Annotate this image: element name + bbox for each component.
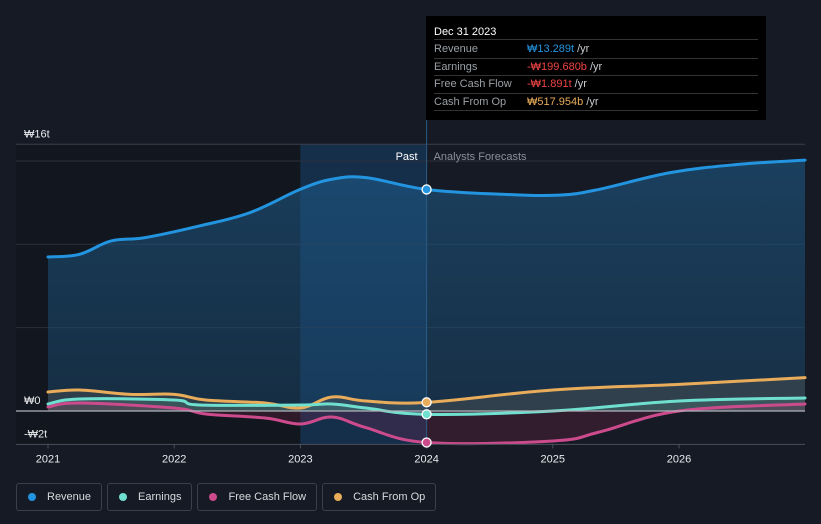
tooltip-label: Free Cash Flow: [434, 78, 512, 90]
tooltip-row-cash-from-op: Cash From Op ₩517.954b /yr: [434, 94, 758, 111]
tooltip-value: -₩1.891t: [527, 78, 572, 90]
markers: [421, 184, 432, 448]
x-tick-label: 2026: [667, 453, 691, 465]
legend-label: Cash From Op: [353, 491, 426, 503]
free-cash-flow-line: [46, 401, 807, 446]
legend: Revenue Earnings Free Cash Flow Cash Fro…: [16, 483, 437, 511]
tooltip-unit: /yr: [586, 95, 599, 108]
x-tick-label: 2025: [541, 453, 565, 465]
x-tick-label: 2023: [288, 453, 312, 465]
tooltip-unit: /yr: [577, 43, 590, 55]
x-ticks: 2021 2022 2023 2024 2025 2026: [36, 444, 691, 465]
tooltip-label: Earnings: [434, 60, 478, 73]
cash-from-op-line: [46, 376, 807, 410]
revenue-line: [46, 158, 807, 259]
tooltip-unit: /yr: [574, 78, 587, 90]
y-tick-label: ₩16t: [24, 128, 50, 140]
legend-item-cash-from-op[interactable]: Cash From Op: [322, 483, 437, 511]
cash-from-op-dot-icon: [334, 493, 343, 501]
tooltip-row-revenue: Revenue ₩13.289t /yr: [434, 41, 758, 59]
earnings-line: [46, 396, 807, 416]
past-label: Past: [396, 151, 418, 163]
legend-label: Free Cash Flow: [228, 491, 307, 503]
forecast-label: Analysts Forecasts: [434, 151, 527, 163]
tooltip: Dec 31 2023 Revenue ₩13.289t /yr Earning…: [426, 16, 766, 120]
legend-label: Earnings: [138, 491, 182, 503]
chart: 2021 2022 2023 2024 2025 2026 ₩16t ₩0 -₩2t Past…: [16, 20, 807, 465]
tooltip-unit: /yr: [589, 60, 603, 73]
earnings-dot-icon: [119, 493, 128, 501]
y-tick-label: ₩0: [24, 395, 41, 407]
tooltip-row-earnings: Earnings -₩199.680b /yr: [434, 59, 758, 76]
tooltip-value: ₩13.289t: [527, 43, 575, 55]
cash-from-op-marker[interactable]: [421, 397, 432, 408]
x-tick-label: 2022: [162, 453, 186, 465]
tooltip-label: Cash From Op: [434, 95, 507, 108]
free-cash-flow-dot-icon: [209, 493, 218, 501]
tooltip-value: ₩517.954b: [527, 95, 584, 108]
series-lines: [46, 158, 807, 446]
y-ticks: ₩16t ₩0 -₩2t: [24, 128, 50, 440]
tooltip-value: -₩199.680b: [527, 60, 587, 73]
revenue-dot-icon: [28, 493, 36, 501]
legend-label: Revenue: [47, 491, 92, 503]
free-cash-flow-marker[interactable]: [421, 437, 432, 448]
y-tick-label: -₩2t: [24, 428, 47, 440]
tooltip-row-free-cash-flow: Free Cash Flow -₩1.891t /yr: [434, 76, 758, 94]
earnings-area: [48, 397, 805, 415]
tooltip-label: Revenue: [434, 43, 479, 55]
legend-item-earnings[interactable]: Earnings: [107, 483, 193, 511]
legend-item-revenue[interactable]: Revenue: [16, 483, 103, 511]
x-tick-label: 2024: [414, 453, 438, 465]
earnings-marker[interactable]: [421, 409, 432, 420]
revenue-marker[interactable]: [421, 184, 432, 195]
x-tick-label: 2021: [36, 453, 60, 465]
legend-item-free-cash-flow[interactable]: Free Cash Flow: [197, 483, 318, 511]
tooltip-title: Dec 31 2023: [434, 24, 758, 40]
